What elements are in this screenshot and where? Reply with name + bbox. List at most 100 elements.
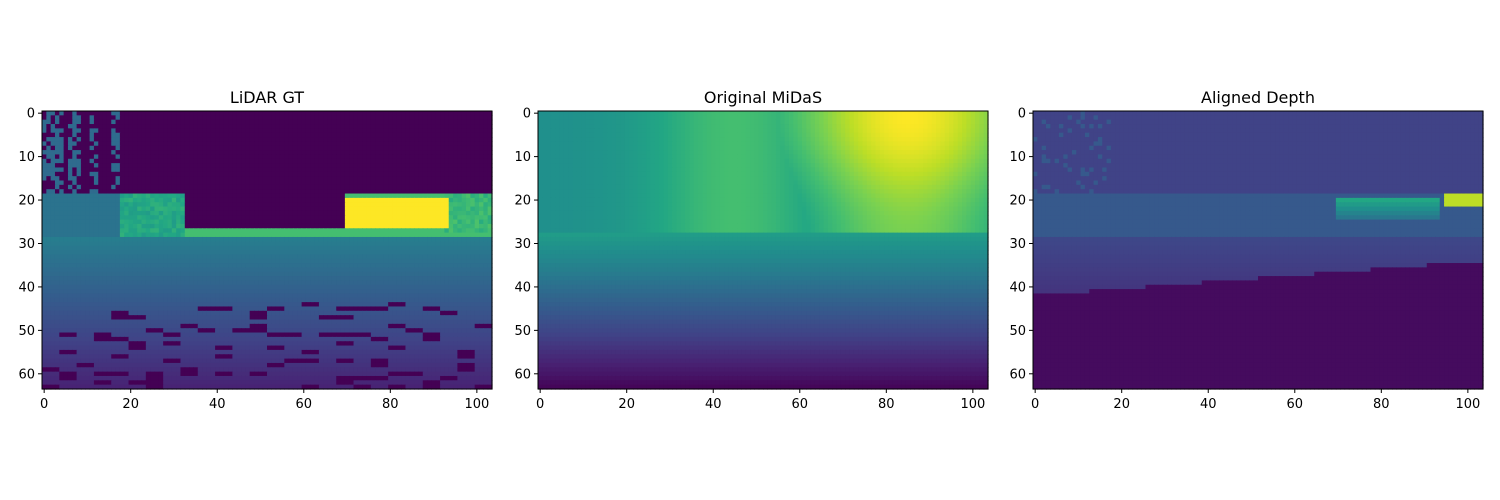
heatmap-cell: [254, 133, 259, 138]
heatmap-cell: [211, 154, 216, 159]
heatmap-cell: [354, 124, 359, 129]
heatmap-cell: [193, 167, 198, 172]
heatmap-cell: [362, 137, 367, 142]
heatmap-cell: [345, 150, 350, 155]
heatmap-cell: [90, 159, 95, 164]
heatmap-cell: [129, 120, 134, 125]
heatmap-cell: [142, 120, 147, 125]
heatmap-cell: [397, 141, 402, 146]
heatmap-cell: [215, 124, 220, 129]
heatmap-cell: [293, 163, 298, 168]
heatmap-cell: [172, 159, 177, 164]
heatmap-cell: [176, 146, 181, 151]
heatmap-cell: [315, 120, 320, 125]
heatmap-cell: [159, 111, 164, 116]
heatmap-cell: [228, 163, 233, 168]
heatmap-cell: [211, 146, 216, 151]
heatmap-cell: [129, 141, 134, 146]
heatmap-cell: [68, 128, 73, 133]
heatmap-cell: [98, 124, 103, 129]
heatmap-cell: [211, 172, 216, 177]
heatmap-cell: [462, 124, 467, 129]
heatmap-cell: [271, 133, 276, 138]
heatmap-cell: [133, 172, 138, 177]
heatmap-cell: [193, 150, 198, 155]
heatmap-cell: [289, 128, 294, 133]
heatmap-cell: [215, 167, 220, 172]
heatmap-cell: [405, 120, 410, 125]
heatmap-cell: [315, 159, 320, 164]
heatmap-cell: [202, 154, 207, 159]
heatmap-cell: [172, 115, 177, 120]
heatmap-cell: [237, 141, 242, 146]
heatmap-cell: [46, 159, 51, 164]
heatmap-cell: [46, 150, 51, 155]
heatmap-cell: [431, 120, 436, 125]
heatmap-cell: [180, 133, 185, 138]
heatmap-cell: [358, 159, 363, 164]
heatmap-cell: [388, 115, 393, 120]
heatmap-cell: [328, 124, 333, 129]
heatmap-cell: [211, 167, 216, 172]
heatmap-cell: [129, 111, 134, 116]
heatmap-image: [42, 111, 493, 390]
heatmap-cell: [358, 150, 363, 155]
heatmap-cell: [375, 128, 380, 133]
heatmap-cell: [263, 141, 268, 146]
heatmap-cell: [349, 146, 354, 151]
heatmap-cell: [103, 124, 108, 129]
heatmap-cell: [90, 163, 95, 168]
heatmap-cell: [466, 120, 471, 125]
heatmap-cell: [155, 115, 160, 120]
heatmap-cell: [98, 172, 103, 177]
heatmap-cell: [232, 115, 237, 120]
heatmap-cell: [483, 163, 488, 168]
heatmap-cell: [405, 137, 410, 142]
heatmap-cell: [107, 133, 112, 138]
heatmap-cell: [111, 163, 116, 168]
panel-1: LiDAR GT0 20 40 60 80 1000102030405060: [18, 88, 492, 412]
heatmap-cell: [46, 115, 51, 120]
heatmap-cell: [85, 172, 90, 177]
heatmap-cell: [68, 163, 73, 168]
heatmap-cell: [224, 150, 229, 155]
heatmap-cell: [319, 133, 324, 138]
heatmap-cell: [449, 154, 454, 159]
heatmap-cell: [323, 167, 328, 172]
heatmap-cell: [315, 137, 320, 142]
heatmap-cell: [146, 163, 151, 168]
heatmap-cell: [167, 133, 172, 138]
heatmap-cell: [414, 163, 419, 168]
heatmap-cell: [449, 133, 454, 138]
heatmap-cell: [341, 124, 346, 129]
heatmap-cell: [81, 128, 86, 133]
heatmap-cell: [185, 111, 190, 116]
heatmap-cell: [371, 120, 376, 125]
heatmap-cell: [202, 128, 207, 133]
heatmap-cell: [206, 159, 211, 164]
heatmap-cell: [345, 172, 350, 177]
heatmap-cell: [392, 137, 397, 142]
heatmap-cell: [310, 154, 315, 159]
heatmap-cell: [176, 133, 181, 138]
heatmap-cell: [59, 150, 64, 155]
heatmap-cell: [457, 141, 462, 146]
heatmap-cell: [250, 111, 255, 116]
heatmap-cell: [444, 154, 449, 159]
heatmap-cell: [116, 120, 121, 125]
heatmap-cell: [375, 120, 380, 125]
heatmap-cell: [354, 120, 359, 125]
heatmap-cell: [479, 150, 484, 155]
heatmap-cell: [150, 167, 155, 172]
heatmap-cell: [206, 146, 211, 151]
heatmap-cell: [276, 111, 281, 116]
heatmap-cell: [111, 154, 116, 159]
heatmap-cell: [397, 115, 402, 120]
heatmap-cell: [271, 159, 276, 164]
heatmap-cell: [51, 124, 56, 129]
heatmap-cell: [427, 150, 432, 155]
heatmap-cell: [315, 167, 320, 172]
heatmap-cell: [133, 167, 138, 172]
heatmap-cell: [146, 111, 151, 116]
heatmap-cell: [284, 128, 289, 133]
